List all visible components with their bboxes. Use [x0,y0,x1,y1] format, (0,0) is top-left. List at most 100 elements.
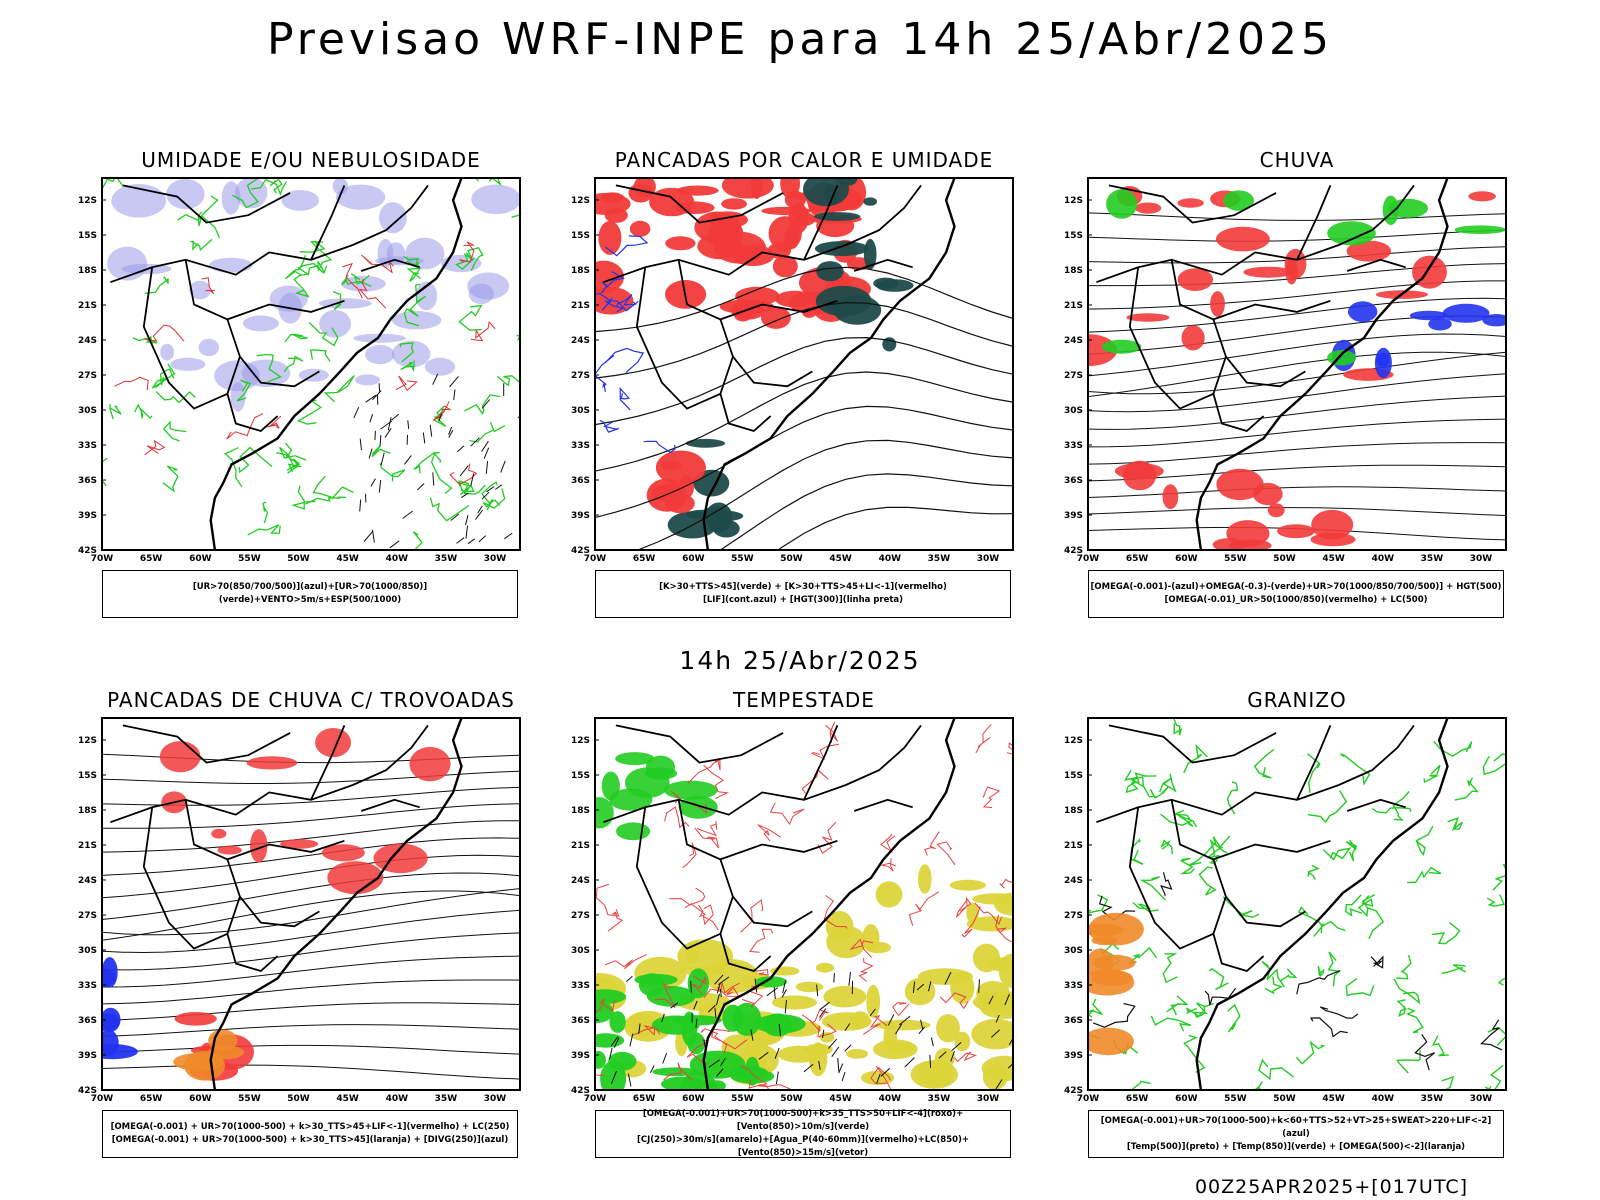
wind-vector [887,1014,895,1026]
wind-vector [387,417,392,431]
lon-tick-label: 55W [1224,1094,1247,1104]
contour-line [1160,872,1173,897]
lat-tick-label: 36S [571,476,590,486]
streamline [1088,229,1506,242]
panel-4: PANCADAS DE CHUVA C/ TROVOADAS 12S 15S 18S 2… [60,688,530,1158]
contour-line [684,903,706,918]
contour-line [247,524,281,536]
field-blob [1101,339,1142,354]
lon-tick-label: 70W [1077,554,1100,564]
lat-tick-label: 39S [1064,511,1083,521]
contour-line [1006,742,1013,755]
wind-vector [391,413,400,421]
lat-tick-label: 36S [78,476,97,486]
field-blob [816,261,844,282]
field-blob [174,1012,217,1026]
wind-vector [930,1037,934,1047]
contour-line [159,368,175,386]
height-contour [595,336,1013,426]
lat-tick-label: 15S [571,231,590,241]
state-border [226,356,279,433]
field-blob [280,839,319,849]
state-border [677,259,838,321]
contour-line [1183,1034,1206,1073]
contour-line [1327,951,1341,987]
field-blob [954,1031,971,1052]
contour-line [284,333,308,343]
field-blob [866,984,881,1019]
field-blob [936,1014,960,1043]
coastline [209,718,463,1090]
contour-line [155,391,196,404]
field-blob [628,1012,656,1038]
wind-vector [661,1013,665,1023]
contour-line [305,496,347,505]
contour-line [995,914,1013,944]
contour-line [632,1025,661,1036]
streamline [1088,212,1506,221]
wind-vector [750,1029,754,1041]
panel-1: UMIDADE E/OU NEBULOSIDADE 12S 15S 18S 21S 24S… [60,148,530,618]
contour-line [1432,921,1461,945]
field-blob [917,1060,954,1087]
panel-legend: [K>30+TTS>45](verde) + [K>30+TTS>45+LI<-… [595,570,1011,618]
field-blob [601,771,620,801]
wind-vector [629,1033,634,1047]
contour-line [643,440,676,454]
state-border [352,184,429,246]
wind-vector [876,1073,881,1084]
contour-line [413,452,442,474]
contour-line [223,447,243,488]
field-blob [1346,240,1392,262]
contour-line [663,1062,694,1082]
wind-vector [649,1065,655,1074]
contour-line [1280,968,1298,982]
wind-vector [844,1044,852,1052]
contour-line [863,1015,888,1035]
field-blob [775,290,815,308]
field-blob [808,203,822,213]
state-border [1170,799,1331,861]
contour-line [1185,1005,1206,1018]
wind-vector [662,1053,668,1064]
wind-vector [359,499,362,512]
lat-tick-label: 30S [78,946,97,956]
contour-line [811,743,839,760]
field-blob [1327,221,1376,246]
streamline [102,1024,520,1037]
run-timestamp: 00Z25APR2025+[017UTC] [1194,1176,1468,1198]
state-border [1170,259,1331,321]
lat-tick-label: 39S [1064,1051,1083,1061]
field-blob [1267,503,1285,518]
streamline [102,1044,520,1055]
wind-vector [477,505,483,514]
wind-vector [837,1057,840,1072]
legend-line: [OMEGA(-0.01)_UR>50(1000/850)(vermelho) … [1164,595,1428,605]
field-blob [391,311,442,330]
field-blob [1482,314,1506,327]
map-frame [594,717,1014,1091]
contour-line [1441,964,1467,975]
field-blob [173,1053,224,1071]
field-blob [846,1049,868,1059]
contour-line [467,247,484,271]
lon-tick-label: 55W [1224,554,1247,564]
state-border [1212,319,1306,388]
state-border [1338,184,1415,246]
field-blob [823,985,867,1008]
wind-vector [372,529,375,543]
lat-tick-label: 15S [1064,771,1083,781]
streamline [102,820,520,853]
lat-tick-label: 36S [1064,1016,1083,1026]
legend-line: [Temp(500)](preto) + [Temp(850)](verde) … [1126,1141,1466,1152]
wind-vector [363,530,374,542]
field-blob [230,382,246,412]
wind-vector [773,987,776,1000]
contour-line [664,806,690,829]
contour-line [1162,953,1178,984]
contour-line [481,481,501,506]
contour-line [432,400,452,421]
field-blob [111,184,166,218]
